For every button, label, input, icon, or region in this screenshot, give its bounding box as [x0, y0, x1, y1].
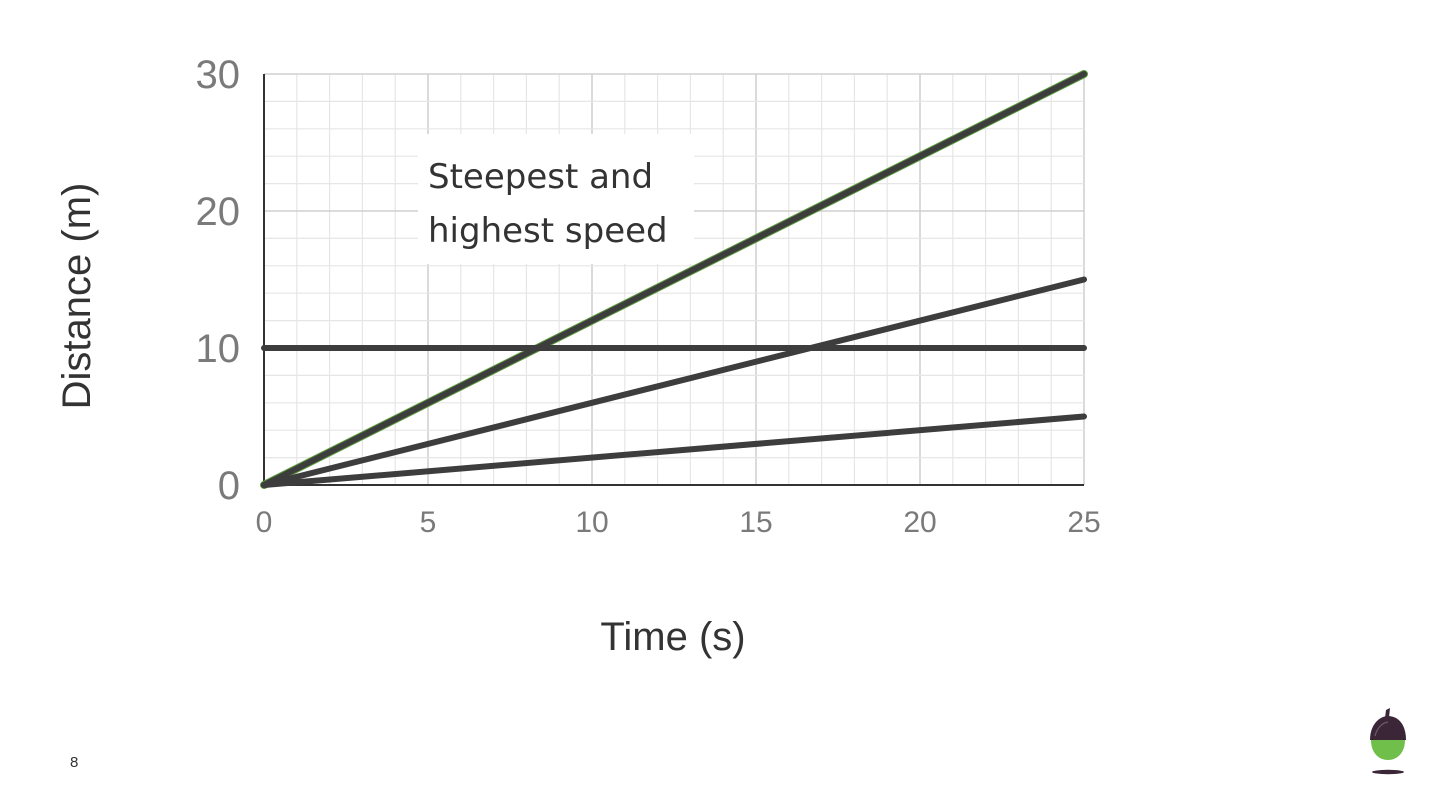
x-tick-label: 5: [420, 506, 437, 539]
y-axis-title: Distance (m): [55, 183, 99, 410]
x-tick-label: 25: [1067, 506, 1100, 539]
y-tick-label: 10: [196, 327, 241, 371]
series-line-1: [261, 71, 1087, 488]
x-tick-label: 10: [575, 506, 608, 539]
annotation-background: [418, 134, 694, 264]
chart-series: [260, 70, 1088, 489]
acorn-logo-icon: [1370, 708, 1406, 775]
y-tick-label: 20: [196, 190, 241, 234]
series-line-3: [261, 413, 1087, 488]
chart-axes: [263, 74, 1084, 486]
page-number: 8: [70, 754, 79, 771]
x-tick-label: 20: [903, 506, 936, 539]
series-line-2: [261, 276, 1087, 488]
annotation-line-2: highest speed: [428, 211, 668, 251]
chart-tick-labels: 0 5 10 15 20 25 0 10 20 30: [196, 53, 1101, 539]
x-tick-label: 15: [739, 506, 772, 539]
x-tick-label: 0: [256, 506, 273, 539]
x-axis-title: Time (s): [600, 615, 745, 659]
y-tick-label: 30: [196, 53, 241, 97]
annotation: Steepest and highest speed: [418, 134, 694, 264]
y-tick-label: 0: [218, 464, 240, 508]
annotation-line-1: Steepest and: [428, 157, 653, 197]
